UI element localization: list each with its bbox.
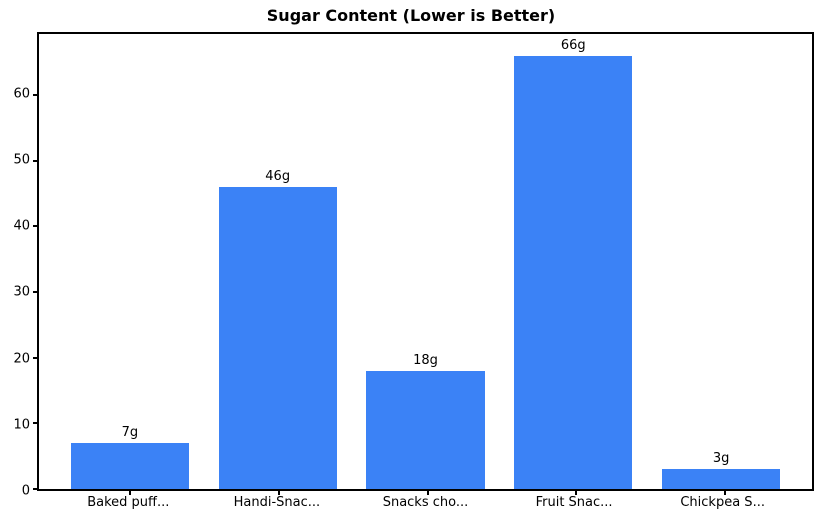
y-tick-mark <box>33 422 39 425</box>
y-tick-label: 30 <box>13 284 30 300</box>
y-tick-label: 50 <box>13 152 30 168</box>
x-tick-label: Baked puff... <box>87 495 170 510</box>
plot-area: 7g 46g 18g 66g 3g <box>33 32 814 495</box>
y-tick-mark <box>33 225 39 228</box>
y-tick-mark <box>33 291 39 294</box>
bar-slot: 46g <box>204 34 352 489</box>
x-tick-label: Chickpea S... <box>680 495 765 510</box>
bar: 46g <box>218 169 337 489</box>
x-tick-label: Handi-Snac... <box>233 495 321 510</box>
bar-slot: 18g <box>352 34 500 489</box>
x-tick-label: Snacks cho... <box>382 495 469 510</box>
bar: 7g <box>70 425 190 489</box>
bar-value-label: 3g <box>712 451 730 467</box>
bar-value-label: 46g <box>265 168 291 184</box>
bar: 18g <box>366 353 485 489</box>
bar: 66g <box>514 38 633 489</box>
bar-slot: 66g <box>499 34 647 489</box>
y-tick-label: 20 <box>13 351 30 367</box>
y-tick-label: 60 <box>13 86 30 102</box>
x-tick-mark <box>277 489 280 495</box>
x-tick-mark <box>575 489 578 495</box>
bar-value-label: 18g <box>413 352 438 368</box>
bar-slot: 3g <box>647 34 795 489</box>
y-tick-label: 40 <box>13 218 30 234</box>
bar: 3g <box>661 451 781 489</box>
x-tick-labels: Baked puff... Handi-Snac... Snacks cho... F… <box>37 495 814 510</box>
y-tick-mark <box>33 356 39 359</box>
y-tick-mark <box>33 94 39 97</box>
bar-slot: 7g <box>56 34 204 489</box>
bar-value-label: 66g <box>560 37 586 53</box>
bar-value-label: 7g <box>121 425 139 441</box>
x-tick-mark <box>129 489 132 495</box>
y-tick-mark <box>33 159 39 162</box>
chart-title: Sugar Content (Lower is Better) <box>266 6 556 25</box>
y-tick-label: 0 <box>21 483 30 499</box>
bars-container: 7g 46g 18g 66g 3g <box>39 34 812 489</box>
x-tick-label: Fruit Snac... <box>535 495 613 510</box>
y-tick-label: 10 <box>13 417 30 433</box>
y-tick-mark <box>33 488 39 490</box>
x-tick-mark <box>426 489 429 495</box>
x-tick-mark <box>723 489 726 495</box>
